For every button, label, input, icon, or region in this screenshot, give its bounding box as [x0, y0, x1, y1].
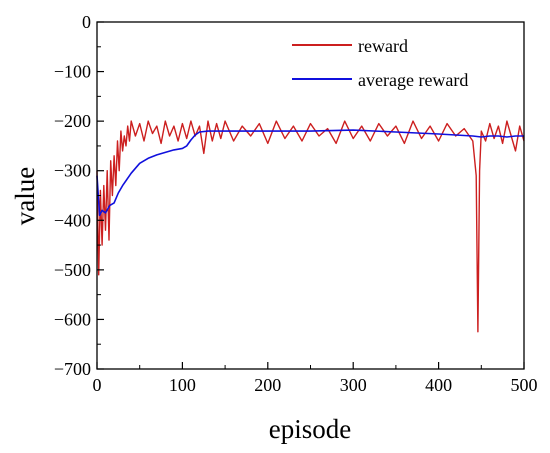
y-axis-title: value — [10, 167, 40, 225]
y-tick-label: −600 — [54, 309, 91, 329]
x-axis-title: episode — [269, 414, 351, 444]
series-line-average-reward — [96, 129, 524, 217]
x-tick-label: 500 — [511, 375, 538, 395]
y-tick-label: −700 — [54, 359, 91, 379]
x-tick-label: 0 — [93, 375, 102, 395]
y-tick-label: −400 — [54, 210, 91, 230]
legend: reward average reward — [292, 36, 468, 90]
legend-label-reward: reward — [358, 36, 408, 56]
x-tick-label: 300 — [340, 375, 367, 395]
x-tick-label: 200 — [254, 375, 281, 395]
x-tick-label: 100 — [169, 375, 196, 395]
y-tick-label: −200 — [54, 111, 91, 131]
x-tick-label: 400 — [425, 375, 452, 395]
legend-label-average-reward: average reward — [358, 70, 468, 90]
y-tick-label: −300 — [54, 161, 91, 181]
axis-ticks-group — [96, 21, 525, 370]
tick-labels-group: 0 100 200 300 400 500 0 −100 −200 −300 −400 −500 −60… — [54, 12, 538, 395]
y-tick-label: −500 — [54, 260, 91, 280]
y-tick-label: 0 — [82, 12, 91, 32]
y-tick-label: −100 — [54, 62, 91, 82]
plot-series-group — [96, 120, 525, 333]
